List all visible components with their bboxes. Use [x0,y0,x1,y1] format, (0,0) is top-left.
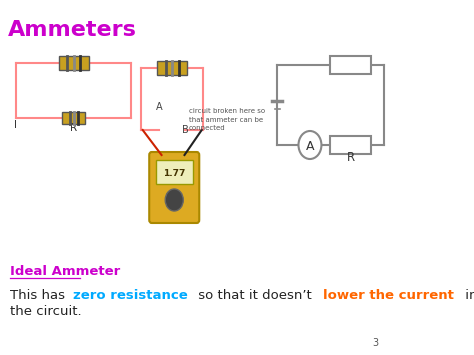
FancyBboxPatch shape [59,56,89,70]
FancyBboxPatch shape [157,61,187,75]
Text: Ideal Ammeter: Ideal Ammeter [10,265,120,278]
Text: in: in [462,289,474,302]
FancyBboxPatch shape [330,56,372,74]
FancyBboxPatch shape [330,136,372,154]
Text: the circuit.: the circuit. [10,305,82,318]
Text: Ammeters: Ammeters [8,20,137,40]
Text: R: R [347,151,355,164]
Text: 1.77: 1.77 [163,169,185,178]
Text: zero resistance: zero resistance [73,289,187,302]
Text: lower the current: lower the current [323,289,454,302]
FancyBboxPatch shape [149,152,199,223]
Text: B: B [182,125,189,135]
Text: circuit broken here so
that ammeter can be
connected: circuit broken here so that ammeter can … [189,108,264,131]
Text: A: A [156,102,163,112]
Text: 3: 3 [373,338,379,348]
Text: so that it doesn’t: so that it doesn’t [194,289,316,302]
FancyBboxPatch shape [156,160,193,184]
Text: I: I [14,120,17,130]
FancyBboxPatch shape [62,112,85,124]
Text: R: R [70,123,77,133]
Circle shape [165,189,183,211]
Circle shape [299,131,321,159]
Text: A: A [306,140,314,153]
Text: This has: This has [10,289,69,302]
